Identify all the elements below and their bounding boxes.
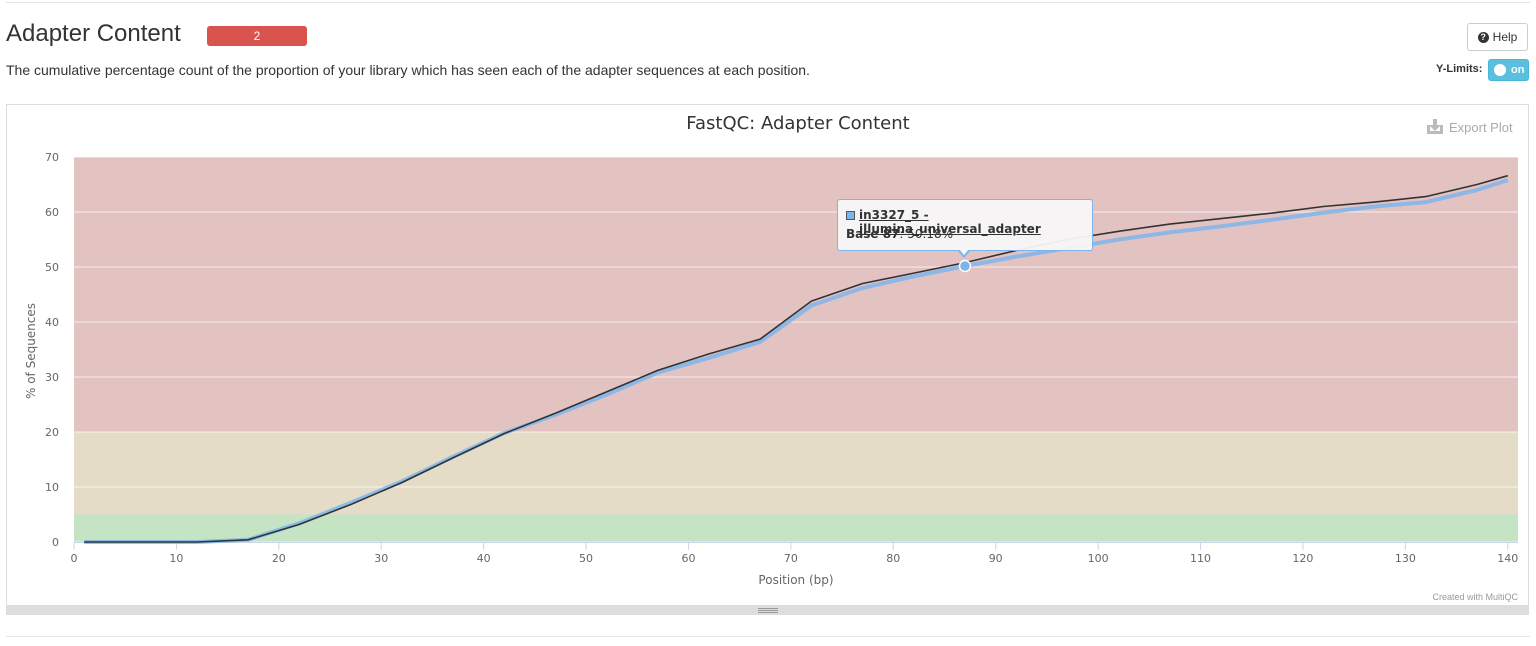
help-button[interactable]: ? Help (1467, 23, 1528, 51)
multiqc-credit: Created with MultiQC (1432, 592, 1518, 602)
y-tick-label: 10 (45, 481, 59, 494)
x-tick-label: 90 (989, 552, 1003, 565)
grip-line (758, 608, 778, 609)
gridlines (74, 156, 1518, 543)
series-line-highlight (84, 178, 1509, 544)
ylimits-toggle-label: on (1511, 64, 1525, 76)
export-plot-label: Export Plot (1449, 120, 1513, 135)
x-tick-label: 50 (579, 552, 593, 565)
series-color-swatch (846, 211, 855, 220)
band-fail (74, 157, 1518, 432)
plot-resize-handle[interactable] (7, 605, 1528, 615)
tooltip-value: Base 87: 50.18% (846, 227, 953, 241)
band-pass (74, 514, 1518, 542)
x-tick-label: 140 (1497, 552, 1518, 565)
y-tick-label: 0 (52, 536, 59, 549)
page-title: Adapter Content (6, 20, 181, 47)
series-line (84, 174, 1509, 543)
x-axis-label: Position (bp) (758, 573, 833, 587)
series-tooltip: in3327_5 - illumina_universal_adapter Ba… (837, 199, 1093, 258)
x-tick-label: 70 (784, 552, 798, 565)
x-tick-label: 20 (272, 552, 286, 565)
axes: 0 10 20 30 40 50 60 70 0 10 20 30 40 50 60 70 80 90 100 110… (45, 151, 1518, 565)
grip-line (758, 612, 778, 613)
x-tick-label: 110 (1190, 552, 1211, 565)
help-button-label: Help (1492, 30, 1518, 44)
x-tick-label: 10 (169, 552, 183, 565)
ylimits-toggle[interactable]: on (1488, 59, 1529, 81)
hover-point-marker (958, 259, 972, 273)
y-tick-label: 20 (45, 426, 59, 439)
section-description: The cumulative percentage count of the p… (6, 62, 810, 78)
warning-count-badge[interactable]: 2 (207, 26, 307, 46)
ylimits-label: Y-Limits: (1436, 63, 1483, 75)
band-warn (74, 432, 1518, 515)
x-tick-label: 120 (1292, 552, 1313, 565)
tooltip-arrow-inner (959, 249, 969, 255)
grip-line (758, 610, 778, 611)
y-tick-label: 60 (45, 206, 59, 219)
tooltip-percent: : 50.18% (899, 227, 954, 241)
y-tick-label: 30 (45, 371, 59, 384)
y-tick-label: 40 (45, 316, 59, 329)
chart-title: FastQC: Adapter Content (686, 113, 909, 134)
y-tick-label: 50 (45, 261, 59, 274)
question-icon: ? (1477, 31, 1489, 43)
tooltip-series-name: in3327_5 - illumina_universal_adapter (859, 208, 1041, 236)
x-tick-label: 130 (1395, 552, 1416, 565)
y-tick-label: 70 (45, 151, 59, 164)
top-divider (6, 2, 1530, 3)
download-icon (1427, 119, 1443, 134)
x-tick-label: 40 (477, 552, 491, 565)
bottom-divider (6, 636, 1530, 637)
x-tick-label: 0 (71, 552, 78, 565)
tooltip-base-label: Base 87 (846, 227, 900, 241)
toggle-knob-icon (1494, 64, 1506, 76)
y-axis-label: % of Sequences (24, 303, 38, 399)
status-bands (74, 157, 1518, 542)
series-layer (84, 174, 1509, 544)
x-tick-label: 30 (374, 552, 388, 565)
x-tick-label: 60 (681, 552, 695, 565)
export-plot-button[interactable]: Export Plot (1427, 119, 1513, 135)
x-tick-label: 80 (886, 552, 900, 565)
x-tick-label: 100 (1088, 552, 1109, 565)
